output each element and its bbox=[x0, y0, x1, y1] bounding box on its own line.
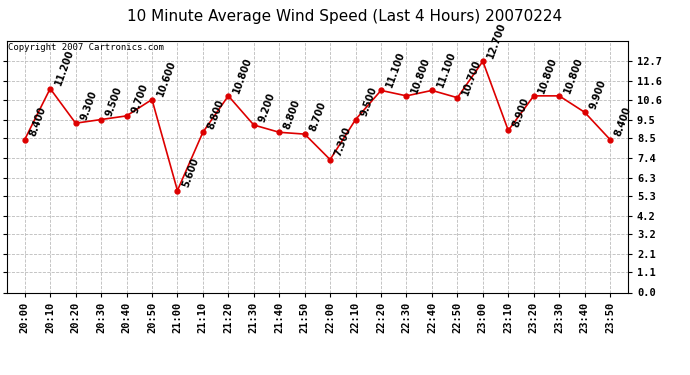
Text: 12.700: 12.700 bbox=[486, 21, 508, 60]
Text: 10 Minute Average Wind Speed (Last 4 Hours) 20070224: 10 Minute Average Wind Speed (Last 4 Hou… bbox=[128, 9, 562, 24]
Text: 8.400: 8.400 bbox=[28, 106, 48, 138]
Text: 7.300: 7.300 bbox=[333, 126, 353, 158]
Text: 10.600: 10.600 bbox=[155, 59, 177, 98]
Text: 11.100: 11.100 bbox=[435, 50, 457, 89]
Text: 11.200: 11.200 bbox=[53, 48, 75, 87]
Text: 10.800: 10.800 bbox=[537, 56, 559, 94]
Text: 11.100: 11.100 bbox=[384, 50, 406, 89]
Text: 8.900: 8.900 bbox=[511, 97, 531, 129]
Text: 9.700: 9.700 bbox=[130, 82, 150, 114]
Text: 10.800: 10.800 bbox=[231, 56, 254, 94]
Text: 8.400: 8.400 bbox=[613, 106, 633, 138]
Text: 9.200: 9.200 bbox=[257, 91, 277, 123]
Text: 9.500: 9.500 bbox=[104, 86, 124, 118]
Text: 9.900: 9.900 bbox=[588, 78, 608, 111]
Text: 8.800: 8.800 bbox=[206, 98, 226, 131]
Text: 10.800: 10.800 bbox=[562, 56, 584, 94]
Text: 9.300: 9.300 bbox=[79, 89, 99, 122]
Text: 9.500: 9.500 bbox=[359, 86, 379, 118]
Text: Copyright 2007 Cartronics.com: Copyright 2007 Cartronics.com bbox=[8, 42, 164, 51]
Text: 5.600: 5.600 bbox=[181, 157, 200, 189]
Text: 8.800: 8.800 bbox=[282, 98, 302, 131]
Text: 8.700: 8.700 bbox=[308, 100, 328, 133]
Text: 10.800: 10.800 bbox=[410, 56, 432, 94]
Text: 10.700: 10.700 bbox=[460, 58, 483, 96]
